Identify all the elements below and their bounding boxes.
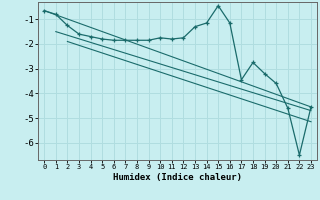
X-axis label: Humidex (Indice chaleur): Humidex (Indice chaleur) xyxy=(113,173,242,182)
